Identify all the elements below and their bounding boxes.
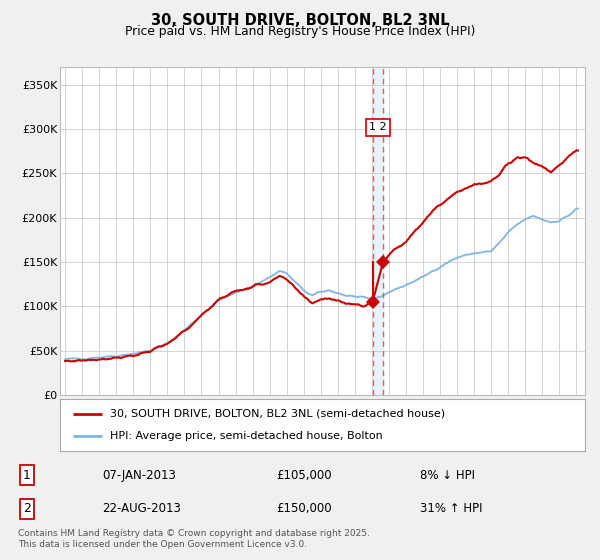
Text: 8% ↓ HPI: 8% ↓ HPI (420, 469, 475, 482)
Text: £150,000: £150,000 (276, 502, 332, 515)
Text: 2: 2 (23, 502, 31, 515)
Text: Price paid vs. HM Land Registry's House Price Index (HPI): Price paid vs. HM Land Registry's House … (125, 25, 475, 38)
Text: 1: 1 (23, 469, 31, 482)
Text: 07-JAN-2013: 07-JAN-2013 (102, 469, 176, 482)
Text: 31% ↑ HPI: 31% ↑ HPI (420, 502, 482, 515)
Text: 30, SOUTH DRIVE, BOLTON, BL2 3NL: 30, SOUTH DRIVE, BOLTON, BL2 3NL (151, 13, 449, 29)
Text: £105,000: £105,000 (276, 469, 332, 482)
Bar (373, 67, 383, 395)
Text: 1 2: 1 2 (369, 123, 386, 132)
Text: HPI: Average price, semi-detached house, Bolton: HPI: Average price, semi-detached house,… (110, 431, 383, 441)
Text: 30, SOUTH DRIVE, BOLTON, BL2 3NL (semi-detached house): 30, SOUTH DRIVE, BOLTON, BL2 3NL (semi-d… (110, 409, 445, 419)
Text: Contains HM Land Registry data © Crown copyright and database right 2025.
This d: Contains HM Land Registry data © Crown c… (18, 529, 370, 549)
Text: 22-AUG-2013: 22-AUG-2013 (102, 502, 181, 515)
